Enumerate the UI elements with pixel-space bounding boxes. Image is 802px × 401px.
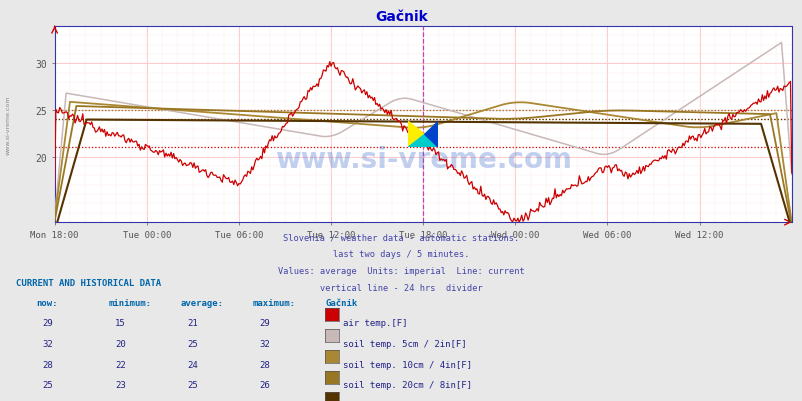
Polygon shape (424, 122, 438, 148)
Text: last two days / 5 minutes.: last two days / 5 minutes. (333, 249, 469, 258)
Polygon shape (407, 135, 438, 148)
Text: 29: 29 (43, 318, 53, 327)
Text: vertical line - 24 hrs  divider: vertical line - 24 hrs divider (320, 283, 482, 292)
Text: 26: 26 (259, 381, 269, 389)
Text: soil temp. 5cm / 2in[F]: soil temp. 5cm / 2in[F] (342, 339, 466, 348)
Text: air temp.[F]: air temp.[F] (342, 318, 407, 327)
Polygon shape (407, 122, 424, 148)
Text: CURRENT AND HISTORICAL DATA: CURRENT AND HISTORICAL DATA (16, 279, 161, 288)
Text: 20: 20 (115, 339, 125, 348)
Text: now:: now: (36, 299, 58, 308)
Text: 25: 25 (187, 339, 197, 348)
Text: Gačnik: Gačnik (375, 10, 427, 24)
Text: 28: 28 (43, 360, 53, 369)
Text: 22: 22 (115, 360, 125, 369)
Text: 15: 15 (115, 318, 125, 327)
Text: www.si-vreme.com: www.si-vreme.com (274, 146, 571, 174)
Text: 25: 25 (187, 381, 197, 389)
Text: www.si-vreme.com: www.si-vreme.com (6, 95, 10, 154)
Text: 32: 32 (43, 339, 53, 348)
Text: 29: 29 (259, 318, 269, 327)
Text: 25: 25 (43, 381, 53, 389)
Text: Values: average  Units: imperial  Line: current: Values: average Units: imperial Line: cu… (277, 266, 525, 275)
Text: maximum:: maximum: (253, 299, 296, 308)
Text: Slovenia / weather data - automatic stations.: Slovenia / weather data - automatic stat… (283, 233, 519, 241)
Text: 24: 24 (187, 360, 197, 369)
Text: Gačnik: Gačnik (325, 299, 357, 308)
Text: average:: average: (180, 299, 224, 308)
Text: 32: 32 (259, 339, 269, 348)
Text: soil temp. 10cm / 4in[F]: soil temp. 10cm / 4in[F] (342, 360, 472, 369)
Text: minimum:: minimum: (108, 299, 152, 308)
Text: 21: 21 (187, 318, 197, 327)
Text: 23: 23 (115, 381, 125, 389)
Text: 28: 28 (259, 360, 269, 369)
Text: soil temp. 20cm / 8in[F]: soil temp. 20cm / 8in[F] (342, 381, 472, 389)
